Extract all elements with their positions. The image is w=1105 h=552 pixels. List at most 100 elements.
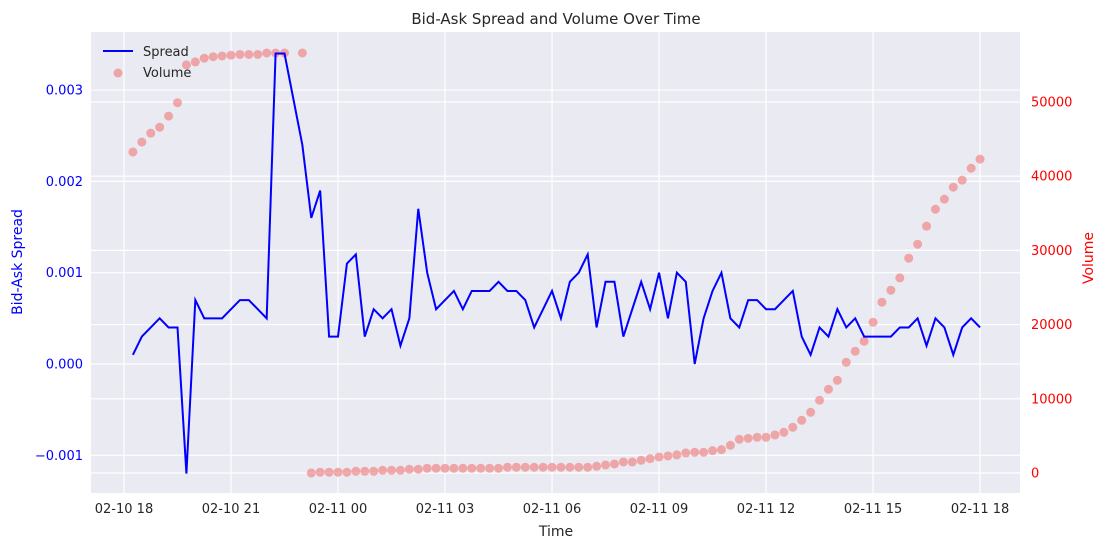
volume-point xyxy=(556,462,566,472)
y-tick-label: −0.001 xyxy=(35,449,83,464)
volume-point xyxy=(877,297,887,307)
volume-point xyxy=(734,434,744,444)
volume-point xyxy=(841,357,851,367)
volume-point xyxy=(502,462,512,472)
volume-point xyxy=(699,447,709,457)
volume-point xyxy=(538,462,548,472)
x-axis-ticks: 02-10 18 02-10 21 02-11 00 02-11 03 02-11 06… xyxy=(95,502,1010,517)
volume-point xyxy=(199,53,209,63)
volume-point xyxy=(832,375,842,385)
volume-point xyxy=(208,52,218,62)
volume-point xyxy=(172,98,182,108)
volume-point xyxy=(957,175,967,185)
x-tick-label: 02-11 18 xyxy=(951,502,1009,517)
legend-volume-label: Volume xyxy=(143,66,191,81)
volume-point xyxy=(217,51,227,61)
volume-point xyxy=(636,455,646,465)
volume-point xyxy=(672,450,682,460)
volume-point xyxy=(422,463,432,473)
volume-point xyxy=(788,422,798,432)
volume-point xyxy=(351,466,361,476)
volume-point xyxy=(618,457,628,467)
volume-point xyxy=(413,464,423,474)
volume-point xyxy=(939,194,949,204)
volume-point xyxy=(494,463,504,473)
volume-point xyxy=(476,463,486,473)
volume-point xyxy=(511,462,521,472)
volume-point xyxy=(235,49,245,59)
volume-point xyxy=(306,468,316,478)
volume-point xyxy=(743,433,753,443)
volume-point xyxy=(645,454,655,464)
legend-spread-label: Spread xyxy=(143,45,189,60)
volume-point xyxy=(440,463,450,473)
volume-point xyxy=(815,395,825,405)
volume-point xyxy=(574,462,584,472)
y-tick-label: 0.002 xyxy=(46,175,83,190)
volume-point xyxy=(601,460,611,470)
x-tick-label: 02-11 00 xyxy=(309,502,367,517)
volume-point xyxy=(146,128,156,138)
volume-point xyxy=(716,445,726,455)
y-axis-left-ticks: −0.001 0.000 0.001 0.002 0.003 xyxy=(35,84,83,464)
volume-point xyxy=(850,346,860,356)
volume-point xyxy=(181,60,191,70)
volume-point xyxy=(761,432,771,442)
volume-point xyxy=(725,440,735,450)
volume-point xyxy=(253,49,263,59)
x-tick-label: 02-11 06 xyxy=(523,502,581,517)
spread-line-series xyxy=(132,52,981,474)
volume-point xyxy=(930,204,940,214)
volume-point xyxy=(797,415,807,425)
volume-point xyxy=(681,448,691,458)
volume-point xyxy=(966,163,976,173)
volume-point xyxy=(333,467,343,477)
y-tick-label: 0.001 xyxy=(46,266,83,281)
y2-tick-label: 20000 xyxy=(1031,318,1072,333)
y-axis-right-label: Volume xyxy=(1081,232,1097,284)
y-tick-label: 0.003 xyxy=(46,84,83,99)
volume-point xyxy=(752,432,762,442)
volume-point xyxy=(948,182,958,192)
x-axis-label: Time xyxy=(538,524,573,540)
volume-point xyxy=(895,273,905,283)
x-tick-label: 02-11 12 xyxy=(737,502,795,517)
volume-point xyxy=(404,464,414,474)
x-tick-label: 02-10 18 xyxy=(95,502,153,517)
volume-point xyxy=(360,466,370,476)
x-tick-label: 02-11 09 xyxy=(630,502,688,517)
volume-point xyxy=(565,462,575,472)
legend: Spread Volume xyxy=(103,45,191,81)
volume-point xyxy=(324,467,334,477)
y2-tick-label: 30000 xyxy=(1031,244,1072,259)
chart-title: Bid-Ask Spread and Volume Over Time xyxy=(411,10,700,28)
volume-point xyxy=(128,147,138,157)
volume-point xyxy=(378,465,388,475)
volume-point xyxy=(922,221,932,231)
y2-tick-label: 40000 xyxy=(1031,170,1072,185)
volume-point xyxy=(395,465,405,475)
x-tick-label: 02-11 03 xyxy=(416,502,474,517)
y2-tick-label: 50000 xyxy=(1031,95,1072,110)
volume-point xyxy=(913,239,923,249)
volume-point xyxy=(155,122,165,132)
y-axis-left-label: Bid-Ask Spread xyxy=(10,209,26,315)
volume-point xyxy=(164,111,174,121)
volume-point xyxy=(779,427,789,437)
volume-point xyxy=(975,154,985,164)
volume-point xyxy=(529,462,539,472)
volume-point xyxy=(449,463,459,473)
volume-point xyxy=(583,462,593,472)
volume-point xyxy=(190,57,200,67)
volume-point xyxy=(342,467,352,477)
volume-point xyxy=(262,48,272,58)
volume-point xyxy=(315,467,325,477)
volume-point xyxy=(806,407,816,417)
volume-point xyxy=(431,463,441,473)
volume-point xyxy=(886,285,896,295)
volume-point xyxy=(904,253,914,263)
volume-point xyxy=(547,462,557,472)
volume-point xyxy=(520,462,530,472)
volume-point xyxy=(654,452,664,462)
volume-point xyxy=(244,49,254,59)
